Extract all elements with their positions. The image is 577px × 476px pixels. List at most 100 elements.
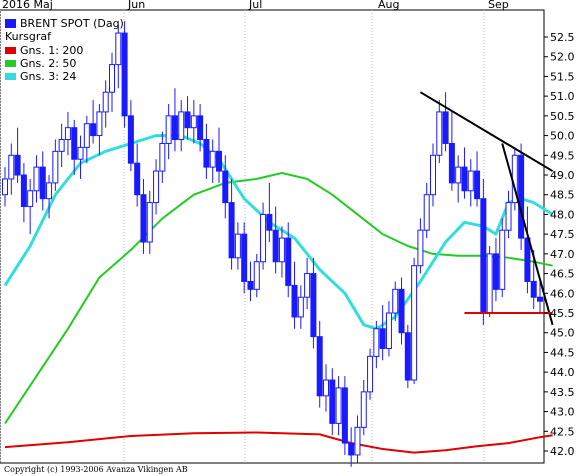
legend-swatch-main — [5, 19, 16, 28]
candle-body — [260, 213, 267, 263]
candle-body — [102, 91, 109, 113]
candle-body — [285, 237, 292, 286]
legend-ma50-label: Gns. 2: 50 — [20, 57, 76, 70]
candle-body — [348, 442, 355, 456]
trendline — [501, 143, 554, 326]
candle-body — [448, 142, 455, 184]
candle-body — [241, 233, 248, 282]
candle-body — [297, 296, 304, 318]
y-tick-label: 49.5 — [550, 149, 575, 162]
y-tick-label: 52.5 — [550, 31, 575, 44]
candle-body — [354, 426, 361, 456]
y-tick-label: 43.5 — [550, 386, 575, 399]
candle-body — [184, 111, 191, 129]
candle-body — [8, 154, 15, 180]
y-tick-label: 45.5 — [550, 307, 575, 320]
candle-body — [58, 139, 65, 152]
y-tick-label: 47.0 — [550, 248, 575, 261]
candle-body — [486, 253, 493, 314]
legend-ma200-label: Gns. 1: 200 — [20, 44, 83, 57]
candle-body — [178, 111, 185, 141]
candle-body — [518, 154, 525, 239]
y-tick-label: 50.0 — [550, 130, 575, 143]
y-tick-label: 49.0 — [550, 169, 575, 182]
y-tick-label: 43.0 — [550, 406, 575, 419]
month-label: Aug — [378, 0, 399, 11]
legend-swatch-ma50 — [5, 60, 16, 67]
candle-body — [90, 123, 97, 137]
candle-body — [404, 332, 411, 381]
candle-body — [52, 150, 59, 184]
candle-body — [417, 229, 424, 267]
candle-body — [115, 32, 122, 66]
candle-body — [14, 154, 21, 176]
candle-body — [367, 355, 374, 393]
y-tick-label: 51.0 — [550, 90, 575, 103]
legend: BRENT SPOT (Dag) Kursgraf Gns. 1: 200 Gn… — [5, 17, 124, 83]
candle-body — [27, 190, 34, 208]
candle-body — [455, 166, 462, 184]
candle-body — [436, 111, 443, 156]
candle-body — [310, 273, 317, 338]
candle-body — [71, 127, 78, 160]
candle-body — [474, 170, 481, 200]
candle-body — [253, 261, 260, 290]
candle-body — [335, 387, 342, 424]
candle-body — [392, 288, 399, 314]
candle-body — [373, 328, 380, 357]
legend-swatch-ma200 — [5, 47, 16, 54]
y-tick-label: 51.5 — [550, 70, 575, 83]
candle-body — [234, 233, 241, 259]
candle-body — [505, 202, 512, 231]
candle-body — [423, 194, 430, 231]
month-label: Jul — [248, 0, 262, 11]
candle-body — [83, 123, 90, 148]
candle-body — [140, 194, 147, 243]
candle-body — [411, 265, 418, 381]
candle-body — [480, 198, 487, 314]
candle-body — [222, 170, 229, 204]
candle-body — [524, 237, 531, 282]
moving-average-line — [4, 172, 553, 424]
y-axis: 52.5 52.0 51.5 51.0 50.5 50.0 49.5 49.0 48.5 48.0… — [544, 31, 575, 458]
candle-body — [537, 296, 543, 302]
candle-body — [127, 115, 134, 164]
y-tick-label: 47.5 — [550, 228, 575, 241]
y-tick-label: 50.5 — [550, 110, 575, 123]
legend-ma24-label: Gns. 3: 24 — [20, 70, 76, 83]
candle-body — [379, 328, 386, 349]
candle-body — [430, 154, 436, 196]
candle-body — [20, 174, 27, 208]
month-label: 2016 Maj — [2, 0, 53, 11]
candle-body — [304, 273, 311, 298]
trendlines — [419, 91, 554, 326]
trendline — [419, 91, 554, 172]
candle-body — [316, 336, 323, 397]
candle-body — [77, 146, 84, 160]
candle-body — [165, 115, 172, 144]
candle-body — [134, 162, 141, 196]
candle-body — [247, 280, 254, 290]
candle-body — [109, 64, 115, 93]
candle-body — [398, 288, 405, 334]
candle-body — [121, 32, 128, 117]
candle-body — [360, 391, 367, 428]
candle-body — [499, 229, 506, 290]
month-labels: 2016 Maj Jun Jul Aug Sep — [2, 0, 509, 11]
candle-body — [492, 253, 499, 290]
candle-body — [39, 166, 46, 200]
candle-body — [323, 379, 329, 397]
moving-averages — [3, 134, 554, 454]
candle-body — [153, 170, 160, 204]
candle-body — [385, 312, 392, 349]
moving-average-line — [4, 431, 553, 454]
month-label: Jun — [127, 0, 145, 11]
y-tick-label: 44.5 — [550, 346, 575, 359]
y-tick-label: 48.0 — [550, 208, 575, 221]
legend-main-label: BRENT SPOT (Dag) — [20, 17, 124, 30]
candle-body — [442, 111, 449, 144]
candle-body — [291, 284, 298, 318]
month-label: Sep — [488, 0, 509, 11]
candle-body — [228, 202, 235, 259]
